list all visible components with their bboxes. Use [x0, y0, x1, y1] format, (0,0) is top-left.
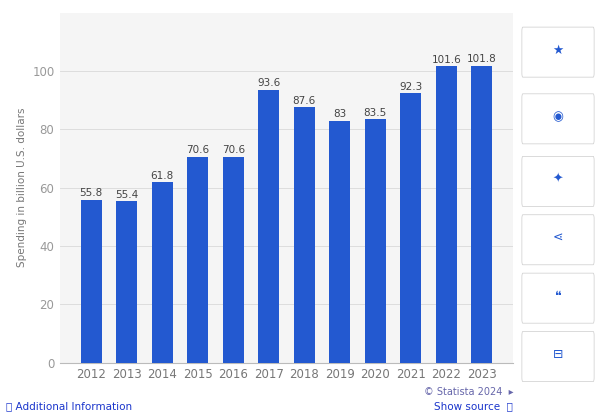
Text: ⊟: ⊟ [553, 348, 563, 361]
Bar [258, 90, 280, 363]
Bar [365, 119, 386, 363]
FancyBboxPatch shape [522, 332, 594, 382]
Text: ★: ★ [553, 43, 563, 57]
Text: Show source  ⓘ: Show source ⓘ [434, 402, 513, 412]
FancyBboxPatch shape [522, 215, 594, 265]
Text: 55.8: 55.8 [80, 188, 103, 198]
FancyBboxPatch shape [522, 156, 594, 206]
Text: 83: 83 [333, 109, 346, 119]
Text: 93.6: 93.6 [257, 78, 280, 88]
Text: ✦: ✦ [553, 173, 563, 186]
Text: 101.8: 101.8 [467, 54, 497, 64]
Bar [329, 121, 350, 363]
Text: ◉: ◉ [553, 110, 563, 123]
Text: © Statista 2024  ▸: © Statista 2024 ▸ [424, 387, 513, 397]
Text: 87.6: 87.6 [293, 95, 316, 106]
Y-axis label: Spending in billion U.S. dollars: Spending in billion U.S. dollars [17, 108, 26, 267]
Text: ⋖: ⋖ [553, 231, 563, 244]
Bar [80, 200, 102, 363]
Text: 92.3: 92.3 [399, 82, 422, 92]
Text: ⓘ Additional Information: ⓘ Additional Information [6, 402, 132, 412]
Bar [400, 93, 421, 363]
Bar [116, 201, 137, 363]
Text: 55.4: 55.4 [115, 190, 139, 200]
Bar [187, 157, 208, 363]
Bar [152, 182, 173, 363]
Text: 70.6: 70.6 [221, 145, 245, 155]
FancyBboxPatch shape [522, 27, 594, 77]
Text: 61.8: 61.8 [151, 171, 174, 181]
FancyBboxPatch shape [522, 94, 594, 144]
Bar [436, 66, 457, 363]
FancyBboxPatch shape [522, 273, 594, 323]
Text: 83.5: 83.5 [364, 108, 387, 118]
Text: 101.6: 101.6 [431, 55, 461, 65]
Bar [293, 107, 315, 363]
Bar [471, 65, 493, 363]
Bar [223, 157, 244, 363]
Text: 70.6: 70.6 [186, 145, 209, 155]
Text: ❝: ❝ [554, 289, 562, 303]
